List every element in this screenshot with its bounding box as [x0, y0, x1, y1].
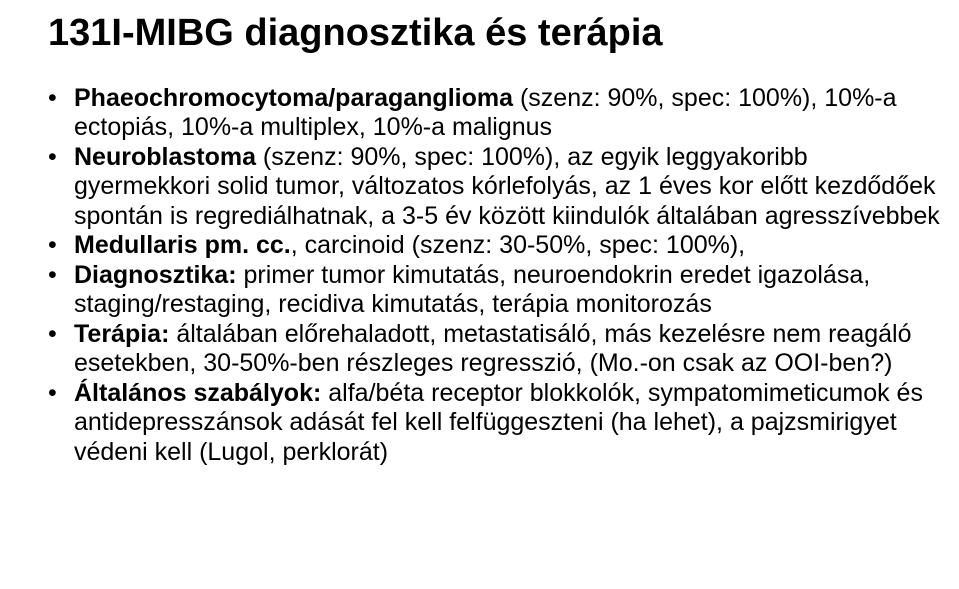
list-item: Diagnosztika: primer tumor kimutatás, ne…: [48, 261, 941, 320]
bullet-bold: Medullaris pm. cc.: [74, 231, 291, 259]
bullet-bold: Neuroblastoma: [74, 143, 256, 171]
list-item: Phaeochromocytoma/paraganglioma (szenz: …: [48, 84, 941, 143]
list-item: Neuroblastoma (szenz: 90%, spec: 100%), …: [48, 143, 941, 232]
bullet-text: általában előrehaladott, metastatisáló, …: [74, 320, 912, 378]
bullet-list: Phaeochromocytoma/paraganglioma (szenz: …: [48, 84, 941, 468]
page-title: 131I-MIBG diagnosztika és terápia: [48, 12, 941, 56]
list-item: Terápia: általában előrehaladott, metast…: [48, 320, 941, 379]
bullet-bold: Phaeochromocytoma/paraganglioma: [74, 84, 513, 112]
bullet-bold: Terápia:: [74, 320, 169, 348]
bullet-text: , carcinoid (szenz: 30-50%, spec: 100%),: [291, 231, 745, 259]
list-item: Medullaris pm. cc., carcinoid (szenz: 30…: [48, 231, 941, 261]
bullet-bold: Diagnosztika:: [74, 261, 237, 289]
slide-page: 131I-MIBG diagnosztika és terápia Phaeoc…: [0, 0, 959, 479]
bullet-bold: Általános szabályok:: [74, 379, 321, 407]
list-item: Általános szabályok: alfa/béta receptor …: [48, 379, 941, 468]
